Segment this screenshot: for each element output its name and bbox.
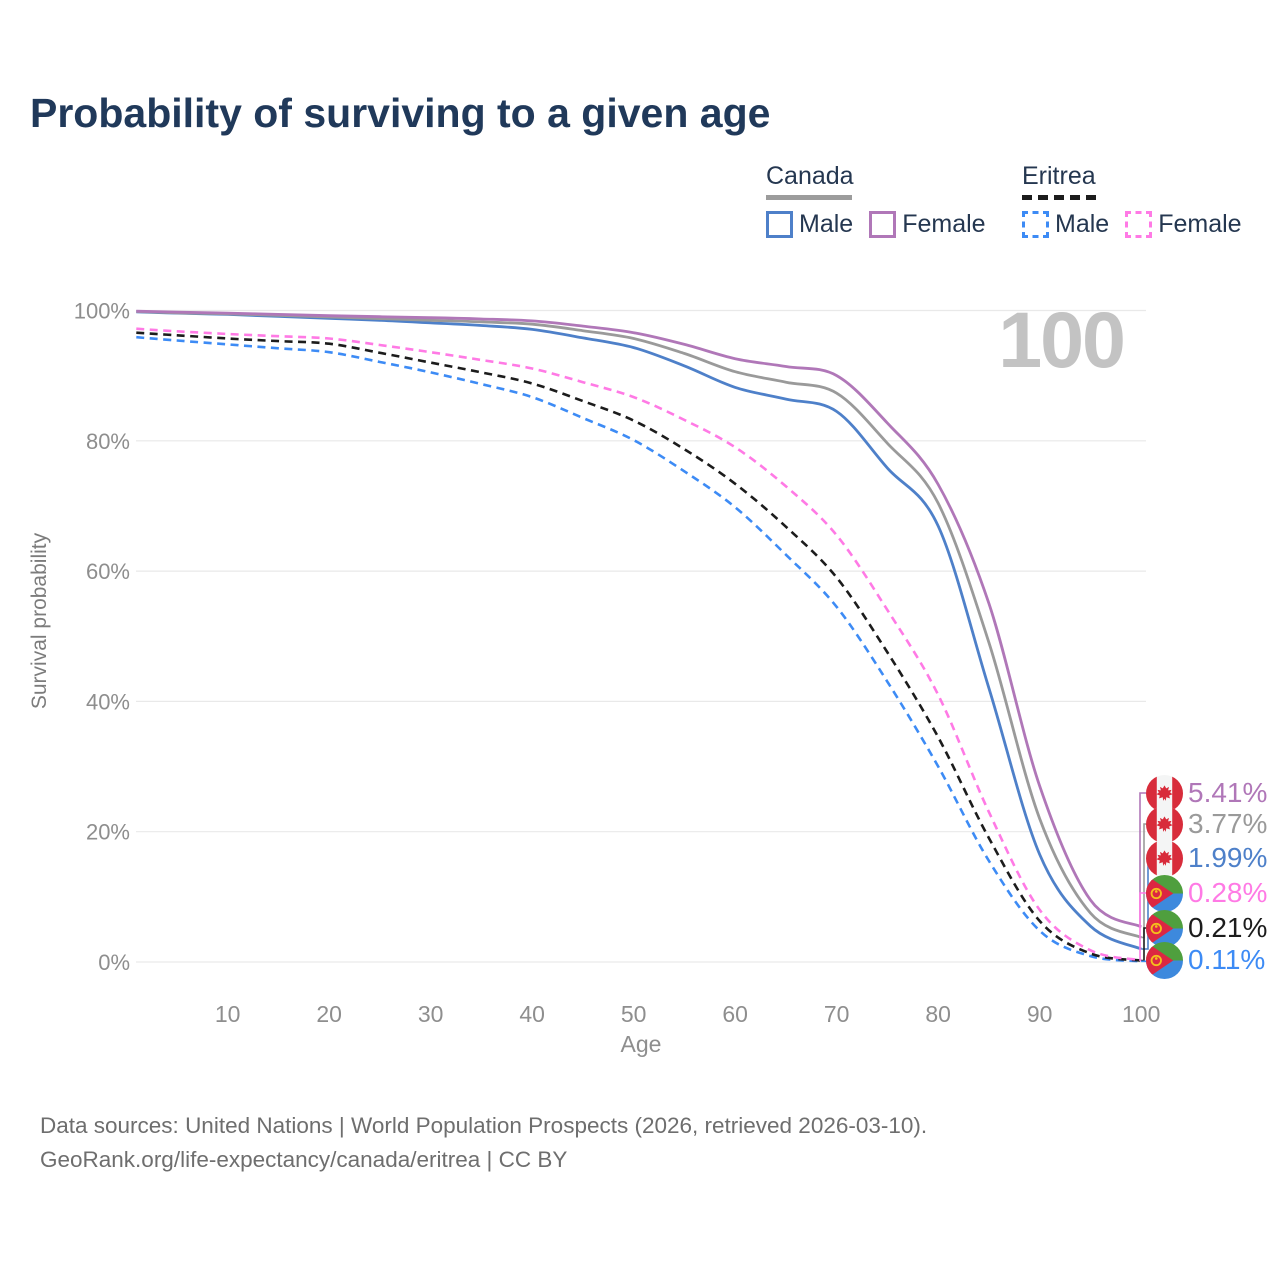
- y-axis-title: Survival probability: [28, 532, 51, 709]
- x-tick-label: 90: [1027, 1001, 1053, 1027]
- y-tick-label: 0%: [98, 950, 130, 975]
- eritrea-flag-icon: [1146, 874, 1183, 912]
- eritrea-flag-icon: [1146, 941, 1183, 979]
- x-tick-label: 80: [925, 1001, 951, 1027]
- curve-eritrea-female: [136, 327, 1142, 962]
- curve-eritrea-male: [136, 335, 1142, 963]
- x-tick-label: 70: [824, 1001, 850, 1027]
- y-tick-label: 100%: [74, 299, 130, 324]
- legend-item-label: Male: [799, 210, 854, 238]
- canada-flag-icon: [1146, 774, 1183, 812]
- end-label-value: 0.11%: [1188, 944, 1266, 975]
- legend-item-eritrea-female[interactable]: Female: [1125, 210, 1242, 239]
- legend-item-label: Male: [1055, 210, 1110, 238]
- curve-canada-male: [136, 310, 1142, 951]
- canada-female-swatch-icon: [869, 211, 897, 238]
- x-tick-label: 10: [215, 1001, 241, 1027]
- end-label-row-eritrea-female: 0.28%: [1146, 874, 1267, 912]
- curve-eritrea-both: [136, 331, 1142, 962]
- page-title: Probability of surviving to a given age: [30, 90, 771, 136]
- end-label-value: 0.21%: [1188, 912, 1268, 943]
- legend-item-eritrea-male[interactable]: Male: [1022, 210, 1109, 239]
- x-tick-label: 100: [1122, 1001, 1160, 1027]
- eritrea-flag-icon: [1146, 909, 1183, 947]
- footer-sources: Data sources: United Nations | World Pop…: [40, 1113, 928, 1138]
- canada-flag-icon: [1146, 805, 1183, 843]
- end-label-row-eritrea-both: 0.21%: [1146, 909, 1267, 947]
- curve-canada-female: [136, 309, 1142, 929]
- connector-eritrea-female: [1139, 892, 1150, 961]
- legend-item-label: Female: [902, 210, 986, 238]
- legend-item-label: Female: [1158, 210, 1242, 238]
- y-tick-label: 80%: [86, 429, 130, 454]
- end-label-row-eritrea-male: 0.11%: [1146, 941, 1265, 979]
- end-label-value: 5.41%: [1188, 777, 1268, 808]
- legend-items-eritrea: Male Female: [1022, 210, 1258, 239]
- legend-underline-eritrea-dashed: [1022, 195, 1102, 200]
- legend-group-canada: Canada Male Female: [766, 162, 1002, 239]
- x-axis-title: Age: [621, 1031, 662, 1057]
- legend-item-canada-male[interactable]: Male: [766, 210, 853, 239]
- eritrea-male-swatch-icon: [1022, 211, 1049, 238]
- y-tick-label: 60%: [86, 559, 130, 584]
- x-tick-label: 30: [418, 1001, 444, 1027]
- end-label-row-canada-female: 5.41%: [1146, 774, 1267, 812]
- y-tick-label: 20%: [86, 820, 130, 845]
- x-tick-label: 40: [519, 1001, 545, 1027]
- end-label-value: 0.28%: [1188, 877, 1268, 908]
- end-label-row-canada-male: 1.99%: [1146, 839, 1267, 877]
- x-tick-label: 50: [621, 1001, 647, 1027]
- legend-items-canada: Male Female: [766, 210, 1002, 239]
- legend-group-eritrea: Eritrea Male Female: [1022, 162, 1258, 239]
- end-label-value: 3.77%: [1188, 808, 1268, 839]
- legend-group-title-eritrea: Eritrea: [1022, 162, 1096, 190]
- legend-group-title-canada: Canada: [766, 162, 854, 190]
- end-label-value: 1.99%: [1188, 842, 1268, 873]
- end-label-row-canada-both: 3.77%: [1146, 805, 1267, 843]
- y-tick-label: 40%: [86, 689, 130, 714]
- age-watermark: 100: [998, 295, 1124, 384]
- footer-attribution: GeoRank.org/life-expectancy/canada/eritr…: [40, 1147, 568, 1172]
- x-tick-label: 20: [316, 1001, 342, 1027]
- legend-item-canada-female[interactable]: Female: [869, 210, 986, 239]
- legend-underline-canada-solid: [766, 195, 852, 200]
- eritrea-female-swatch-icon: [1125, 211, 1153, 238]
- canada-male-swatch-icon: [766, 211, 793, 238]
- x-tick-label: 60: [722, 1001, 748, 1027]
- canada-flag-icon: [1146, 839, 1183, 877]
